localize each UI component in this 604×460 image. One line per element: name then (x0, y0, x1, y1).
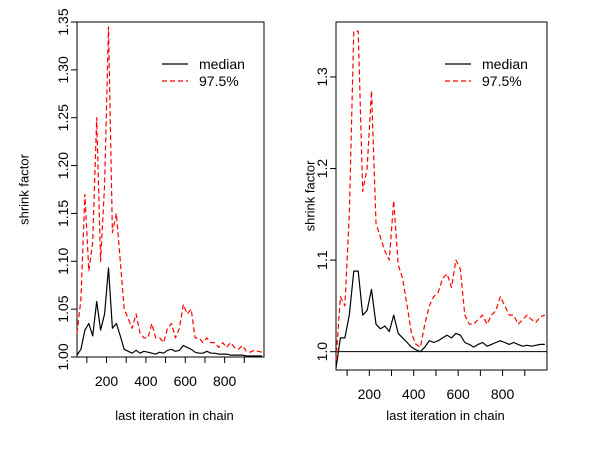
y-tick-label: 1.2 (314, 159, 330, 179)
legend-entry-label: median (482, 56, 528, 72)
x-tick-label: 200 (95, 373, 119, 389)
y-tick-label: 1.20 (55, 152, 71, 179)
legend-entry-label: 97.5% (482, 73, 522, 89)
y-tick-label: 1.35 (55, 8, 71, 35)
x-tick-label: 800 (213, 373, 237, 389)
y-axis-label: shrink factor (17, 153, 32, 224)
x-tick-label: 400 (134, 373, 158, 389)
x-tick-label: 200 (358, 386, 382, 402)
y-axis-label: shrink factor (303, 160, 318, 231)
x-axis-label: last iteration in chain (115, 408, 234, 423)
x-tick-label: 600 (446, 386, 470, 402)
median-series-line (335, 270, 545, 369)
y-tick-label: 1.15 (55, 200, 71, 227)
legend-entry-label: median (199, 56, 245, 72)
legend-entry-label: 97.5% (199, 73, 239, 89)
y-tick-label: 1.00 (55, 343, 71, 370)
right-chart-panel: 200 400 600 800 1.0 1.1 1.2 1.3 last iteration i… (303, 21, 548, 423)
x-tick-label: 600 (174, 373, 198, 389)
y-tick-label: 1.3 (314, 67, 330, 87)
y-tick-label: 1.0 (314, 342, 330, 362)
x-tick-label: 800 (491, 386, 515, 402)
left-chart-panel: 200 400 600 800 1.00 1.05 1.10 1.15 1.20 1.25 1.30… (17, 8, 265, 423)
x-axis-label: last iteration in chain (386, 408, 505, 423)
y-tick-label: 1.1 (314, 250, 330, 270)
y-tick-label: 1.10 (55, 247, 71, 274)
upper-97-5-series-line (76, 26, 263, 353)
y-tick-label: 1.25 (55, 104, 71, 131)
y-tick-label: 1.30 (55, 56, 71, 83)
y-tick-label: 1.05 (55, 295, 71, 322)
upper-97-5-series-line (335, 30, 546, 361)
x-tick-label: 400 (402, 386, 426, 402)
median-series-line (76, 267, 262, 357)
